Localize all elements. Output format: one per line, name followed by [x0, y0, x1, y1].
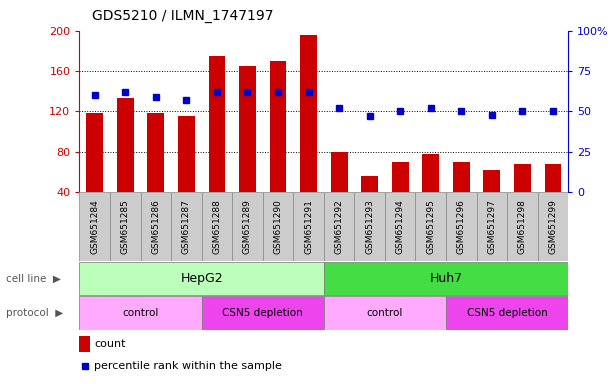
Bar — [79, 336, 90, 353]
Text: GSM651287: GSM651287 — [182, 199, 191, 254]
Text: protocol  ▶: protocol ▶ — [6, 308, 64, 318]
Bar — [300, 35, 317, 232]
Text: GSM651294: GSM651294 — [396, 199, 404, 254]
FancyBboxPatch shape — [232, 192, 263, 261]
Text: cell line  ▶: cell line ▶ — [6, 273, 61, 283]
FancyBboxPatch shape — [79, 192, 110, 261]
Bar — [86, 113, 103, 232]
Text: GSM651286: GSM651286 — [152, 199, 160, 254]
Bar — [178, 116, 195, 232]
Text: GSM651296: GSM651296 — [457, 199, 466, 254]
Text: GSM651291: GSM651291 — [304, 199, 313, 254]
FancyBboxPatch shape — [263, 192, 293, 261]
Text: Huh7: Huh7 — [430, 272, 463, 285]
Bar — [514, 164, 531, 232]
Bar — [422, 154, 439, 232]
Text: GSM651285: GSM651285 — [121, 199, 130, 254]
Text: control: control — [367, 308, 403, 318]
Bar — [147, 113, 164, 232]
Bar — [392, 162, 409, 232]
Text: GSM651293: GSM651293 — [365, 199, 374, 254]
FancyBboxPatch shape — [446, 296, 568, 329]
Text: GSM651292: GSM651292 — [335, 199, 343, 254]
Text: GSM651298: GSM651298 — [518, 199, 527, 254]
Text: CSN5 depletion: CSN5 depletion — [467, 308, 547, 318]
FancyBboxPatch shape — [385, 192, 415, 261]
Text: CSN5 depletion: CSN5 depletion — [222, 308, 303, 318]
Bar — [239, 66, 256, 232]
Text: GSM651289: GSM651289 — [243, 199, 252, 254]
Text: GSM651284: GSM651284 — [90, 199, 99, 254]
FancyBboxPatch shape — [171, 192, 202, 261]
Text: GSM651299: GSM651299 — [549, 199, 557, 254]
FancyBboxPatch shape — [293, 192, 324, 261]
FancyBboxPatch shape — [324, 296, 446, 329]
FancyBboxPatch shape — [324, 192, 354, 261]
FancyBboxPatch shape — [79, 296, 202, 329]
FancyBboxPatch shape — [415, 192, 446, 261]
Bar — [269, 61, 287, 232]
Bar — [208, 56, 225, 232]
Text: count: count — [94, 339, 126, 349]
Text: percentile rank within the sample: percentile rank within the sample — [94, 361, 282, 371]
FancyBboxPatch shape — [79, 262, 324, 295]
Text: GSM651290: GSM651290 — [274, 199, 282, 254]
FancyBboxPatch shape — [324, 262, 568, 295]
FancyBboxPatch shape — [110, 192, 141, 261]
Text: HepG2: HepG2 — [180, 272, 223, 285]
Bar — [544, 164, 562, 232]
Text: GSM651297: GSM651297 — [488, 199, 496, 254]
FancyBboxPatch shape — [141, 192, 171, 261]
Text: GSM651295: GSM651295 — [426, 199, 435, 254]
FancyBboxPatch shape — [446, 192, 477, 261]
Bar — [361, 176, 378, 232]
FancyBboxPatch shape — [354, 192, 385, 261]
Bar — [117, 98, 134, 232]
Bar — [453, 162, 470, 232]
FancyBboxPatch shape — [477, 192, 507, 261]
Text: GSM651288: GSM651288 — [213, 199, 221, 254]
FancyBboxPatch shape — [202, 296, 324, 329]
FancyBboxPatch shape — [538, 192, 568, 261]
Bar — [331, 152, 348, 232]
Bar — [483, 170, 500, 232]
FancyBboxPatch shape — [507, 192, 538, 261]
Text: control: control — [122, 308, 159, 318]
FancyBboxPatch shape — [202, 192, 232, 261]
Text: GDS5210 / ILMN_1747197: GDS5210 / ILMN_1747197 — [92, 9, 273, 23]
